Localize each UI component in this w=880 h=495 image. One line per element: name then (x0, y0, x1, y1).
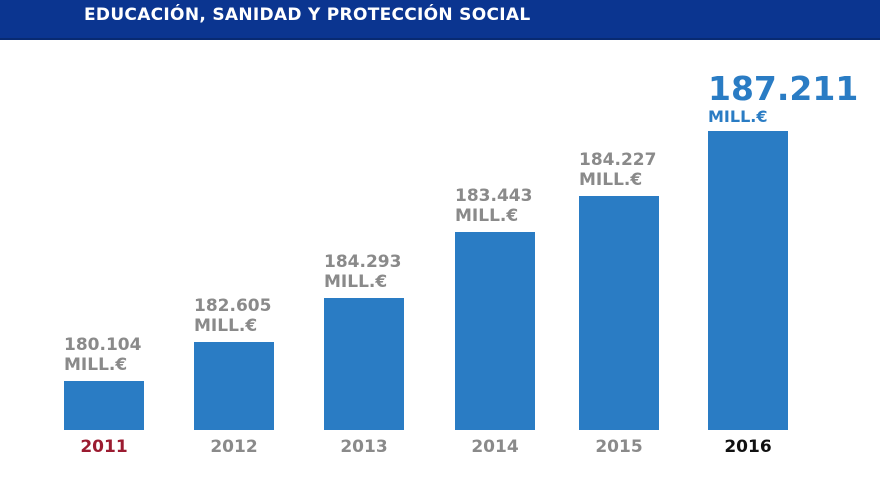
bar-2012 (194, 342, 274, 430)
unit-text: MILL.€ (64, 355, 128, 375)
data-label-2014: 183.443 MILL.€ (455, 186, 532, 226)
chart-title: EDUCACIÓN, SANIDAD Y PROTECCIÓN SOCIAL (84, 5, 531, 25)
value-text: 182.605 (194, 296, 272, 316)
value-text: 184.293 (324, 252, 402, 272)
bar-2013 (324, 298, 404, 430)
data-label-2012: 182.605 MILL.€ (194, 296, 271, 336)
unit-text: MILL.€ (579, 170, 643, 190)
x-tick-2015: 2015 (595, 437, 643, 457)
unit-text: MILL.€ (194, 316, 258, 336)
header-banner: EDUCACIÓN, SANIDAD Y PROTECCIÓN SOCIAL (0, 0, 880, 40)
bar-2014 (455, 232, 535, 430)
x-tick-2012: 2012 (210, 437, 258, 457)
value-text: 180.104 (64, 335, 142, 355)
unit-text: MILL.€ (455, 206, 519, 226)
bar-2016 (708, 131, 788, 430)
value-text: 184.227 (579, 150, 657, 170)
data-label-2013: 184.293 MILL.€ (324, 252, 401, 292)
bar-2011 (64, 381, 144, 430)
unit-text: MILL.€ (708, 107, 768, 126)
data-label-2011: 180.104 MILL.€ (64, 335, 141, 375)
x-tick-2014: 2014 (471, 437, 519, 457)
data-label-2015: 184.227 MILL.€ (579, 150, 656, 190)
value-text: 187.211 (708, 69, 859, 108)
x-tick-2013: 2013 (340, 437, 388, 457)
x-tick-2016: 2016 (724, 437, 772, 457)
bar-2015 (579, 196, 659, 430)
x-tick-2011: 2011 (80, 437, 128, 457)
unit-text: MILL.€ (324, 272, 388, 292)
data-label-2016: 187.211 MILL.€ (708, 71, 858, 127)
value-text: 183.443 (455, 186, 533, 206)
